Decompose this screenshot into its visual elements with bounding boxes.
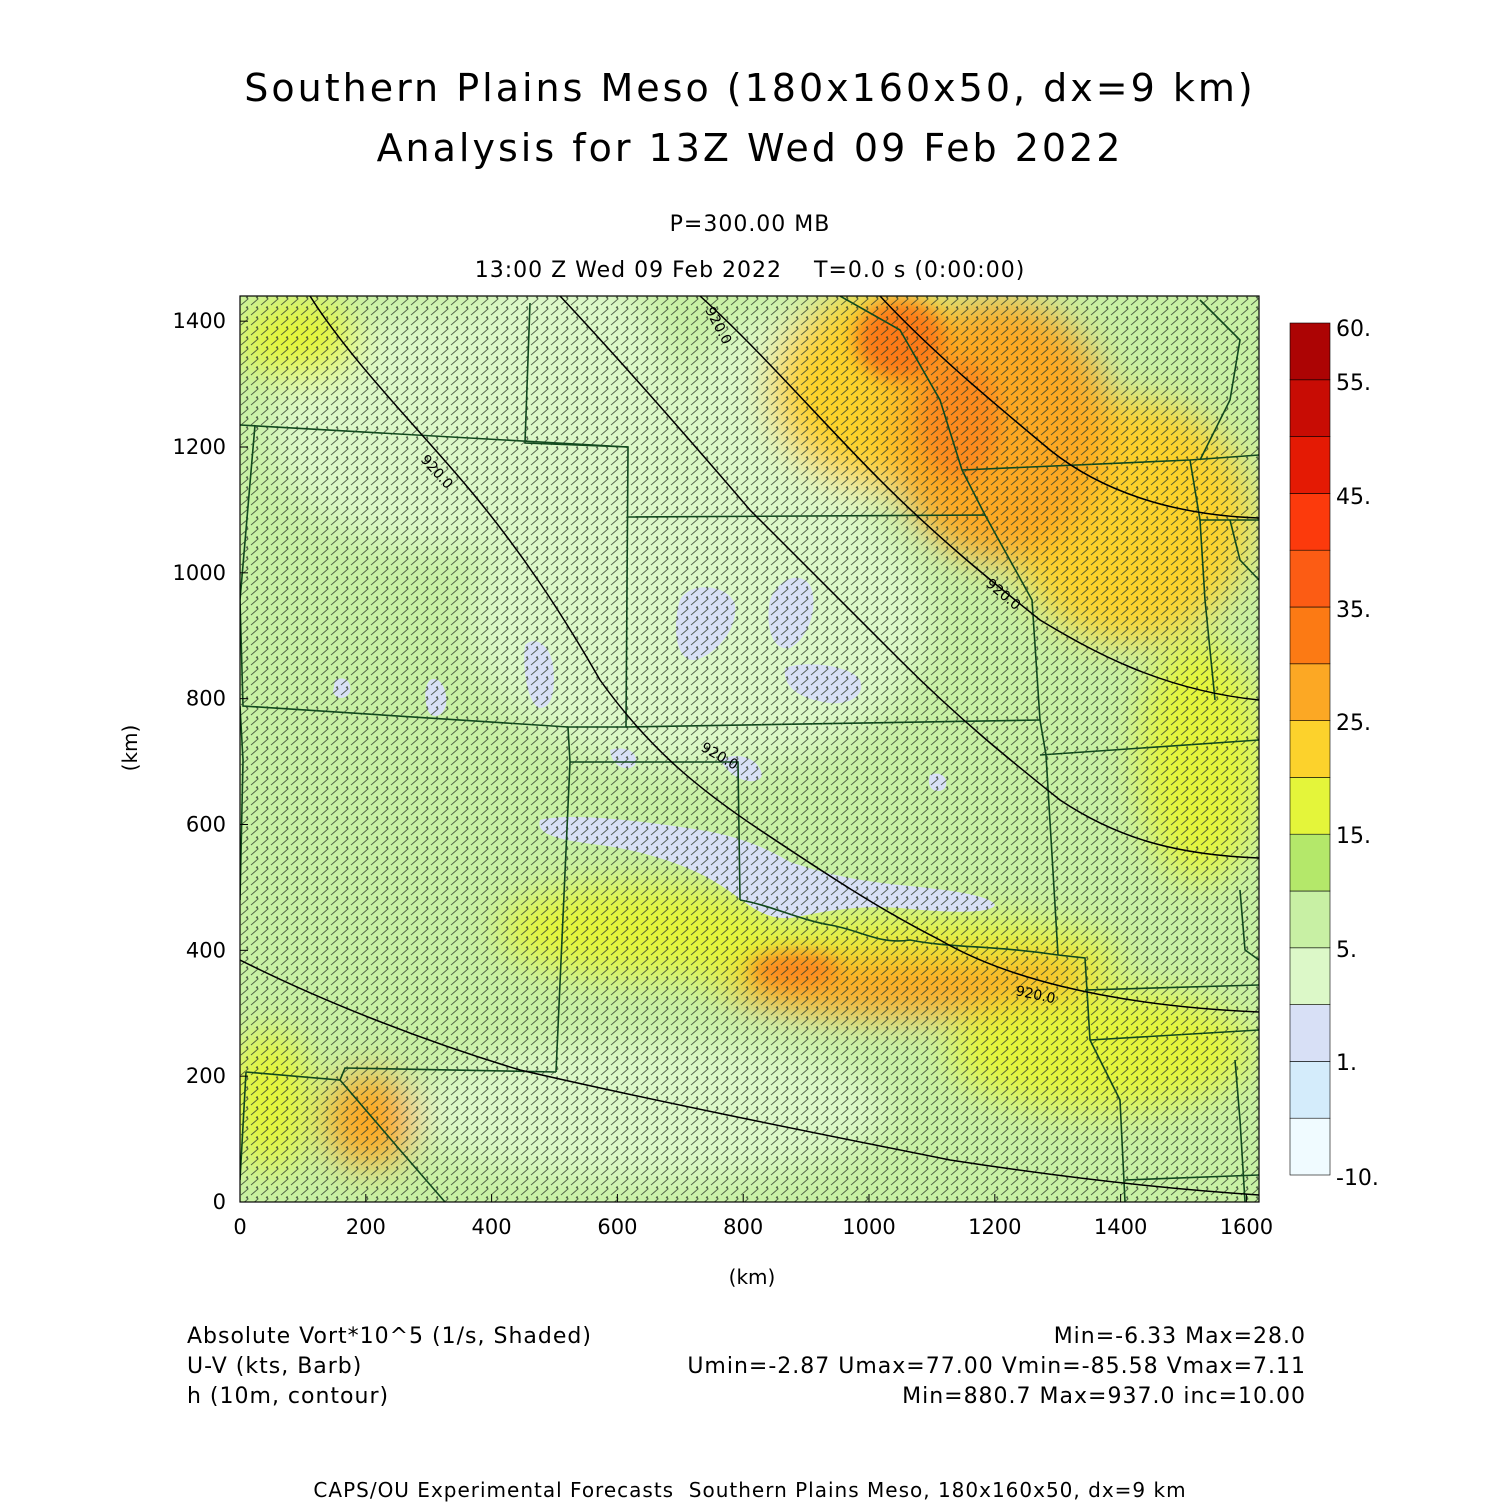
colorbar-swatch: [1289, 890, 1331, 949]
colorbar-label: 15.: [1336, 824, 1371, 849]
footer-credit: CAPS/OU Experimental Forecasts Southern …: [313, 1478, 1187, 1502]
valid-time: 13:00 Z Wed 09 Feb 2022 T=0.0 s (0:00:00…: [474, 258, 1026, 283]
x-tick-label: 200: [346, 1215, 386, 1239]
y-tick-label: 1400: [173, 309, 226, 333]
contour-line: [559, 296, 1259, 859]
legend-barb-range: Umin=-2.87 Umax=77.00 Vmin=-85.58 Vmax=7…: [687, 1354, 1306, 1379]
x-tick-label: 1200: [968, 1215, 1021, 1239]
colorbar-label: 1.: [1336, 1051, 1357, 1076]
colorbar-swatch: [1289, 379, 1331, 437]
x-tick-label: 1000: [842, 1215, 895, 1239]
colorbar-swatch: [1289, 322, 1331, 381]
colorbar-swatch: [1289, 833, 1331, 892]
y-tick-label: 400: [186, 938, 226, 962]
colorbar: 60. 55. 45. 35. 25. 15. 5. 1. -10.: [1289, 317, 1379, 1191]
x-tick-label: 600: [597, 1215, 637, 1239]
y-tick-label: 800: [186, 687, 226, 711]
contour-line: [240, 959, 1259, 1196]
colorbar-swatch: [1289, 663, 1331, 721]
colorbar-label: 60.: [1336, 317, 1371, 342]
y-axis-label: (km): [118, 725, 142, 772]
colorbar-swatch: [1289, 777, 1331, 835]
colorbar-label: 45.: [1336, 485, 1371, 510]
plot-title-line1: Southern Plains Meso (180x160x50, dx=9 k…: [244, 66, 1256, 110]
legend-contour-field: h (10m, contour): [187, 1384, 390, 1409]
y-tick-label: 0: [213, 1190, 226, 1214]
colorbar-label: 25.: [1336, 711, 1371, 736]
x-tick-label: 400: [472, 1215, 512, 1239]
colorbar-swatch: [1289, 1061, 1331, 1119]
colorbar-swatch: [1289, 606, 1331, 665]
colorbar-swatch: [1289, 1004, 1331, 1062]
colorbar-swatch: [1289, 493, 1331, 551]
y-tick-label: 1000: [173, 561, 226, 585]
y-tick-label: 1200: [173, 435, 226, 459]
wind-barbs: [240, 296, 1259, 1202]
x-tick-label: 800: [723, 1215, 763, 1239]
colorbar-swatch: [1289, 436, 1331, 494]
colorbar-label: 5.: [1336, 938, 1357, 963]
height-contours: [240, 296, 1259, 1196]
contour-line: [309, 296, 1259, 1013]
colorbar-swatch: [1289, 549, 1331, 608]
y-tick-label: 200: [186, 1064, 226, 1088]
x-tick-label: 1600: [1220, 1215, 1273, 1239]
x-axis: 0 200 400 600 800 1000 1200 1400 1600: [233, 1194, 1273, 1239]
legend-shaded-range: Min=-6.33 Max=28.0: [1053, 1324, 1306, 1349]
contour-line: [879, 296, 1259, 519]
colorbar-label: 55.: [1336, 371, 1371, 396]
contour-line: [699, 296, 1259, 701]
pressure-level: P=300.00 MB: [669, 212, 831, 237]
x-tick-label: 0: [233, 1215, 246, 1239]
vorticity-shading: [240, 296, 1259, 1202]
y-tick-label: 600: [186, 813, 226, 837]
colorbar-swatch: [1289, 1117, 1331, 1176]
colorbar-label: -10.: [1336, 1166, 1379, 1191]
legend-barb-field: U-V (kts, Barb): [187, 1354, 363, 1379]
plot-frame: [239, 295, 1260, 1203]
x-axis-label: (km): [729, 1265, 776, 1289]
political-boundaries: [240, 296, 1259, 1202]
colorbar-label: 35.: [1336, 598, 1371, 623]
legend-shaded-field: Absolute Vort*10^5 (1/s, Shaded): [187, 1324, 592, 1349]
legend-contour-range: Min=880.7 Max=937.0 inc=10.00: [902, 1384, 1306, 1409]
colorbar-swatch: [1289, 947, 1331, 1005]
colorbar-swatch: [1289, 720, 1331, 778]
y-axis: 0 200 400 600 800 1000 1200 1400: [173, 309, 248, 1214]
plot-title-line2: Analysis for 13Z Wed 09 Feb 2022: [376, 126, 1124, 170]
x-tick-label: 1400: [1094, 1215, 1147, 1239]
